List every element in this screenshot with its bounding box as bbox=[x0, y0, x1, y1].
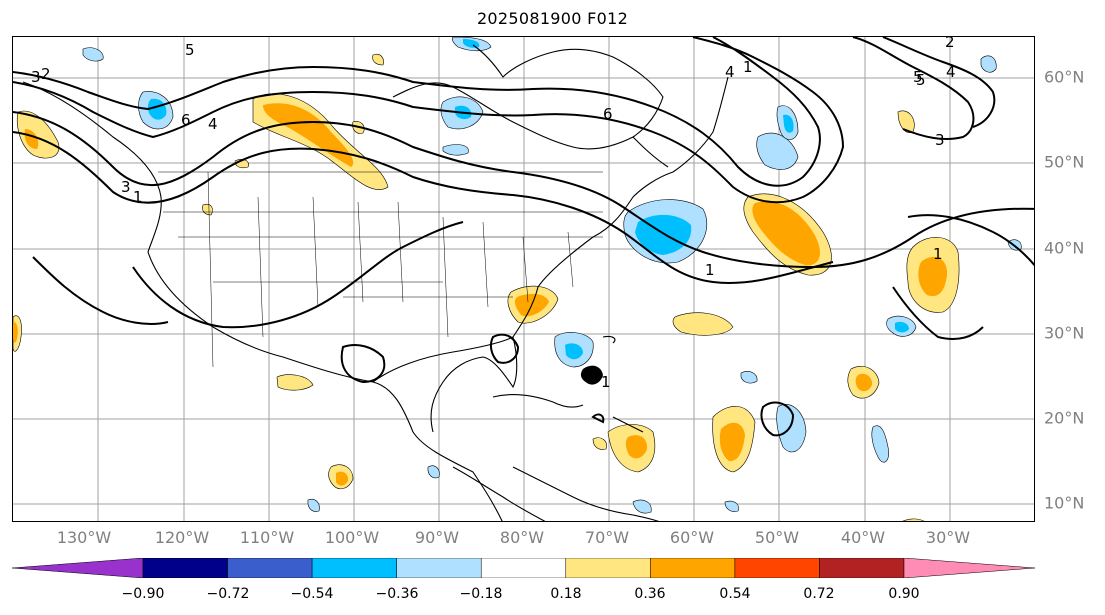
lon-label: 120°W bbox=[154, 528, 210, 547]
lon-label: 60°W bbox=[669, 528, 715, 547]
lon-label: 40°W bbox=[840, 528, 886, 547]
contour-lines bbox=[13, 37, 1034, 437]
colorbar-segment bbox=[819, 558, 905, 578]
gridlines bbox=[13, 37, 1034, 521]
lon-label: 130°W bbox=[56, 528, 112, 547]
colorbar-tick: 0.72 bbox=[803, 586, 835, 602]
contour-label: 1 bbox=[705, 261, 715, 279]
colorbar-segment bbox=[396, 558, 482, 578]
map-panel: 5 3 2 4 1 3 6 4 1 6 5 1 2 4 5 3 1 1 bbox=[12, 36, 1035, 522]
colorbar bbox=[12, 558, 1035, 578]
map-title: 2025081900 F012 bbox=[476, 9, 629, 28]
contour-label: 6 bbox=[181, 111, 191, 129]
colorbar-segment bbox=[227, 558, 313, 578]
contour-label: 5 bbox=[913, 68, 923, 86]
colorbar-extension-high bbox=[903, 558, 1035, 578]
lon-label: 80°W bbox=[499, 528, 545, 547]
state-borders bbox=[158, 171, 603, 368]
lat-label: 40°N bbox=[1044, 238, 1085, 258]
contour-label: 1 bbox=[743, 58, 753, 76]
lat-label: 60°N bbox=[1044, 67, 1085, 87]
colorbar-tick: −0.36 bbox=[375, 586, 419, 602]
lon-label: 50°W bbox=[754, 528, 800, 547]
contour-label: 2 bbox=[945, 37, 955, 51]
colorbar-tick: −0.72 bbox=[206, 586, 250, 602]
coastlines bbox=[22, 44, 729, 521]
colorbar-segment bbox=[734, 558, 820, 578]
lat-label: 10°N bbox=[1044, 493, 1085, 513]
map-canvas: 5 3 2 4 1 3 6 4 1 6 5 1 2 4 5 3 1 1 bbox=[13, 37, 1034, 521]
lon-label: 70°W bbox=[584, 528, 630, 547]
lon-label: 110°W bbox=[239, 528, 295, 547]
lon-label: 100°W bbox=[324, 528, 380, 547]
colorbar-tick: 0.36 bbox=[634, 586, 666, 602]
colorbar-segment bbox=[565, 558, 651, 578]
negative-anomaly-shading bbox=[82, 37, 1022, 514]
colorbar-tick: −0.54 bbox=[290, 586, 334, 602]
contour-label: 4 bbox=[208, 115, 218, 133]
contour-label: 3 bbox=[31, 68, 41, 86]
lat-label: 50°N bbox=[1044, 152, 1085, 172]
colorbar-tick: −0.18 bbox=[459, 586, 503, 602]
colorbar-tick: 0.54 bbox=[719, 586, 751, 602]
storm-marker bbox=[580, 365, 603, 385]
lon-label: 30°W bbox=[925, 528, 971, 547]
contour-label: 6 bbox=[603, 105, 613, 123]
contour-label: 1 bbox=[133, 188, 143, 206]
contour-label: 2 bbox=[41, 65, 51, 83]
colorbar-tick: 0.90 bbox=[888, 586, 920, 602]
contour-label: 3 bbox=[121, 178, 131, 196]
lat-label: 20°N bbox=[1044, 408, 1085, 428]
contour-label: 1 bbox=[933, 245, 943, 263]
contour-label: 5 bbox=[185, 41, 195, 59]
contour-label: 4 bbox=[946, 63, 956, 81]
lon-label: 90°W bbox=[414, 528, 460, 547]
colorbar-extension-low bbox=[12, 558, 144, 578]
colorbar-segment bbox=[650, 558, 736, 578]
contour-label: 3 bbox=[935, 131, 945, 149]
colorbar-segment bbox=[311, 558, 397, 578]
colorbar-tick: −0.90 bbox=[121, 586, 165, 602]
contour-label: 5 bbox=[916, 71, 926, 89]
colorbar-tick: 0.18 bbox=[550, 586, 582, 602]
contour-label: 1 bbox=[601, 373, 611, 391]
colorbar-segment bbox=[142, 558, 228, 578]
colorbar-segment bbox=[480, 558, 567, 578]
contour-label-group: 5 3 2 4 1 3 6 4 1 6 5 1 2 4 5 3 1 1 bbox=[31, 37, 956, 391]
contour-label: 4 bbox=[725, 63, 735, 81]
lat-label: 30°N bbox=[1044, 323, 1085, 343]
